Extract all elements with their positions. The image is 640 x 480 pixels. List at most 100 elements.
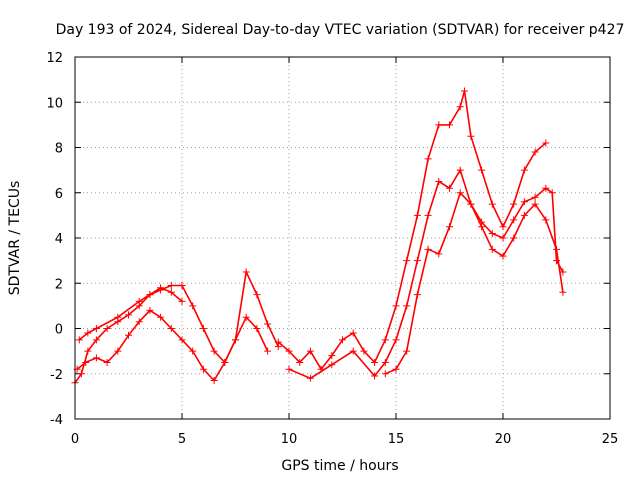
data-point [125,331,132,339]
data-point [92,336,100,344]
data-point [413,211,421,219]
data-point [403,302,411,310]
data-point [178,297,186,305]
data-point [542,216,550,224]
x-tick-label: 25 [602,432,619,447]
data-point [467,200,475,208]
series-track-3 [75,268,282,366]
series-line [78,269,280,364]
data-point [456,103,464,111]
data-point [285,347,293,355]
data-point [548,189,556,197]
data-point [446,223,453,231]
y-tick-label: 0 [55,323,63,338]
data-point [520,166,528,174]
y-tick-label: 6 [55,187,63,202]
data-point [92,354,100,362]
data-point [499,252,507,260]
data-point [531,148,539,156]
data-point [178,282,186,290]
data-point [488,200,496,208]
data-point [520,198,528,206]
x-tick-label: 20 [495,432,512,447]
data-point [178,336,186,344]
data-point [542,139,550,147]
data-point [114,347,122,355]
data-point [381,336,389,344]
data-point [435,177,443,185]
data-point [520,211,528,219]
data-point [82,358,90,366]
plot-frame [74,56,611,420]
data-point [531,193,539,201]
data-point [413,291,421,299]
series-track-2 [73,306,272,385]
data-point [157,313,165,321]
data-point [553,245,560,253]
data-point [413,257,421,265]
x-tick-label: 5 [178,432,186,447]
data-point [403,347,411,355]
y-tick-label: 4 [55,232,63,247]
data-point [424,245,432,253]
data-point [242,268,250,276]
data-point [242,313,250,321]
x-axis-label: GPS time / hours [281,458,398,474]
data-point [403,257,411,265]
data-point [478,223,486,231]
series-track-6 [381,189,567,378]
data-point [264,320,272,328]
y-axis-label: SDTVAR / TECUs [7,181,23,296]
data-point [349,347,357,355]
data-point [392,365,400,373]
data-point [446,184,453,192]
data-point [210,377,218,385]
data-point [167,325,175,332]
series-track-5 [285,166,567,382]
data-point [285,365,293,373]
data-point [478,166,486,174]
data-point [559,288,567,296]
data-point [253,325,261,332]
data-point [467,132,475,140]
data-point [92,325,100,332]
data-point [371,358,379,366]
data-point [488,245,496,253]
data-point [253,291,261,299]
data-point [349,329,357,337]
x-tick-label: 15 [388,432,405,447]
data-point [499,234,507,242]
y-tick-label: 12 [46,51,63,66]
y-tick-label: -4 [50,413,63,428]
x-tick-label: 0 [71,432,79,447]
data-point [296,358,304,366]
data-point [146,291,154,299]
data-point [167,282,175,290]
data-series [71,87,567,387]
data-point [135,318,143,326]
series-track-4 [274,87,550,373]
data-point [103,325,111,332]
data-point [135,297,143,305]
data-point [114,313,122,321]
data-point [328,352,336,360]
y-tick-label: 8 [55,142,63,157]
data-point [339,336,346,344]
data-point [510,234,518,242]
data-point [221,358,229,366]
data-point [232,336,239,344]
data-point [274,338,282,346]
data-point [456,166,464,174]
data-point [125,311,132,319]
data-point [446,121,453,129]
data-point [306,374,314,382]
series-line [277,90,547,371]
data-point [371,372,379,380]
data-point [510,200,518,208]
y-tick-label: 2 [55,277,63,292]
data-point [167,288,175,296]
data-point [210,347,218,355]
chart-title: Day 193 of 2024, Sidereal Day-to-day VTE… [56,22,625,38]
data-point [146,306,154,314]
